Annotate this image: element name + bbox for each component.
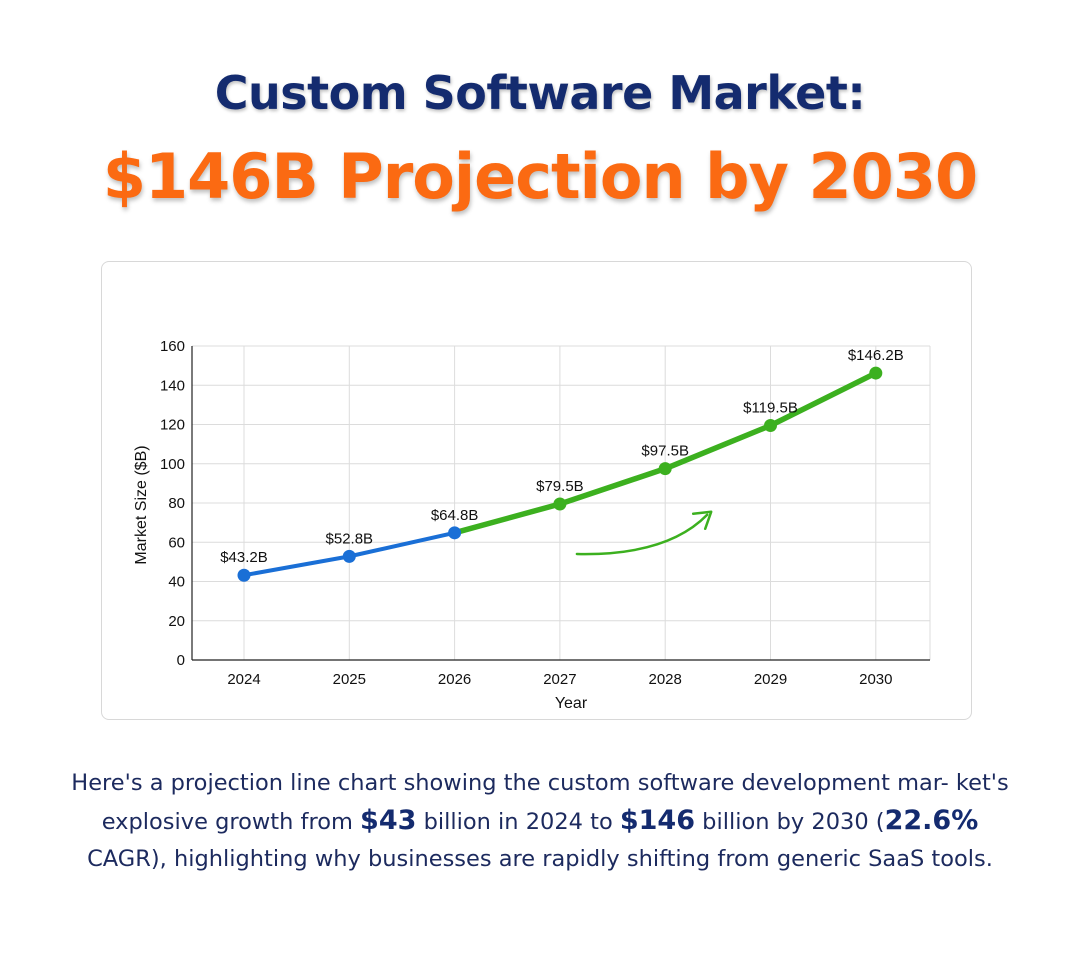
y-tick-label: 60 xyxy=(168,534,185,551)
growth-arrow-head xyxy=(691,510,713,531)
data-point xyxy=(658,462,672,476)
x-tick-label: 2028 xyxy=(649,671,682,688)
data-point xyxy=(342,549,356,563)
page-title: Custom Software Market: xyxy=(214,66,866,120)
caption-value-end: $146 xyxy=(619,805,696,836)
y-tick-label: 20 xyxy=(168,613,185,630)
y-tick-label: 0 xyxy=(177,652,185,669)
data-label: $146.2B xyxy=(848,347,904,364)
y-axis-label: Market Size ($B) xyxy=(133,445,150,564)
x-tick-label: 2025 xyxy=(333,671,366,688)
data-label: $52.8B xyxy=(326,530,374,547)
data-label: $119.5B xyxy=(743,399,798,416)
y-tick-label: 40 xyxy=(168,574,185,591)
data-point xyxy=(237,568,251,582)
caption-text: Here's a projection line chart showing t… xyxy=(71,770,1009,835)
chart-caption: Here's a projection line chart showing t… xyxy=(70,765,1010,878)
x-axis-label: Year xyxy=(555,695,588,712)
data-point xyxy=(448,526,462,540)
data-point xyxy=(764,418,777,432)
caption-text: billion by 2030 ( xyxy=(695,809,885,835)
caption-value-cagr: 22.6% xyxy=(884,805,979,836)
y-tick-label: 160 xyxy=(160,338,185,355)
y-tick-label: 80 xyxy=(168,495,185,512)
data-label: $64.8B xyxy=(431,507,479,524)
caption-text: CAGR), highlighting why businesses are r… xyxy=(87,846,993,872)
caption-text: billion in 2024 to xyxy=(416,809,620,835)
chart-card: 0 20 40 60 80 100 120 140 160 2024 2025 2026 2027 202… xyxy=(101,261,972,720)
x-tick-label: 2024 xyxy=(227,671,260,688)
data-point xyxy=(553,497,567,511)
data-label: $97.5B xyxy=(641,443,689,460)
x-tick-label: 2027 xyxy=(543,671,576,688)
data-point xyxy=(869,366,883,380)
x-tick-label: 2026 xyxy=(438,671,471,688)
data-label: $43.2B xyxy=(220,549,268,566)
growth-arrow-icon xyxy=(575,513,709,556)
y-tick-label: 120 xyxy=(160,417,185,434)
y-tick-label: 100 xyxy=(160,456,185,473)
x-tick-label: 2030 xyxy=(859,671,892,688)
line-chart: 0 20 40 60 80 100 120 140 160 2024 2025 2026 2027 202… xyxy=(133,338,931,712)
page-subtitle: $146B Projection by 2030 xyxy=(102,140,978,213)
x-tick-label: 2029 xyxy=(754,671,787,688)
data-label: $79.5B xyxy=(536,478,584,495)
y-tick-label: 140 xyxy=(160,377,185,394)
caption-value-start: $43 xyxy=(360,805,417,836)
